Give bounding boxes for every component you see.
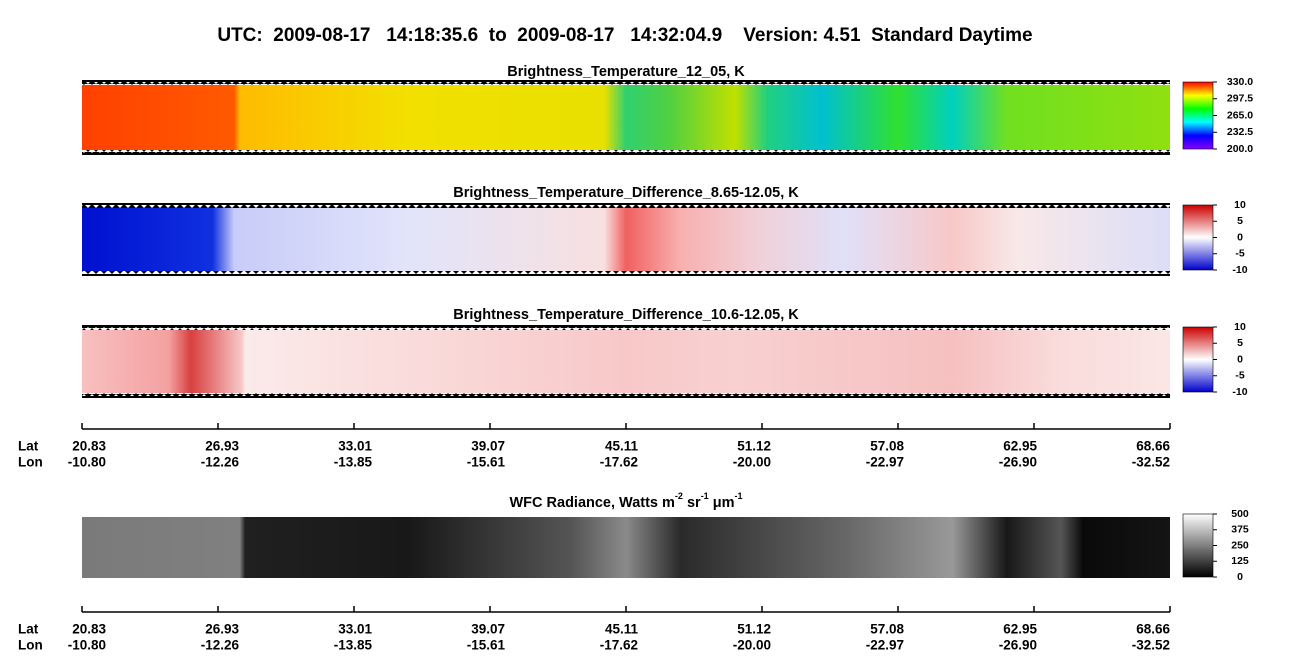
lat-label: 26.93 [205,439,239,454]
title-part: WFC Radiance, Watts m [509,495,674,511]
strip-edge [82,204,1170,208]
lat-label: 20.83 [72,439,106,454]
panel-title: Brightness_Temperature_12_05, K [507,64,745,80]
colorbar [1182,204,1214,271]
colorbar-tick-label: 330.0 [1227,76,1253,88]
lat-label: 45.11 [605,439,639,454]
colorbar [1182,81,1214,150]
lon-label: -10.80 [68,638,106,653]
lat-label: 20.83 [72,622,106,637]
page-title: UTC: 2009-08-17 14:18:35.6 to 2009-08-17… [217,25,1032,46]
lon-label: -20.00 [733,455,771,470]
lat-label: 45.11 [605,622,639,637]
title-part: -1 [701,491,709,501]
lon-label: -10.80 [68,455,106,470]
colorbar-tick-label: 375 [1231,524,1249,536]
lon-label: -26.90 [999,638,1037,653]
lon-label: -15.61 [467,638,506,653]
colorbar-tick-label: 0 [1237,571,1243,583]
image-strip [82,517,1170,578]
colorbar-tick-label: -5 [1235,370,1244,382]
panel-title: Brightness_Temperature_Difference_10.6-1… [453,307,799,323]
lon-label: -26.90 [999,455,1037,470]
colorbar-tick-label: 125 [1231,555,1249,567]
panel-title: WFC Radiance, Watts m-2 sr-1 μm-1 [509,491,742,510]
lat-label: 68.66 [1136,439,1170,454]
colorbar-tick-label: 250 [1231,539,1249,551]
lon-label: -22.97 [866,455,904,470]
lat-label: 68.66 [1136,622,1170,637]
colorbar-tick-label: 0 [1237,231,1243,243]
lon-label: -17.62 [600,638,638,653]
lat-label: 39.07 [471,622,505,637]
title-part: sr [683,495,701,511]
colorbar-tick-label: -5 [1235,248,1244,260]
image-strip [82,85,1170,150]
title-part: -1 [735,491,743,501]
lat-label: 33.01 [338,439,372,454]
colorbar-tick-label: 10 [1234,199,1246,211]
lat-label: 26.93 [205,622,239,637]
lon-label: -12.26 [201,455,240,470]
lat-label: 51.12 [737,622,771,637]
lat-label: 57.08 [870,622,904,637]
colorbar-tick-label: -10 [1232,386,1247,398]
colorbar [1182,513,1214,578]
lon-label: -13.85 [334,455,373,470]
colorbar-tick-label: -10 [1232,264,1247,276]
lon-label: -32.52 [1132,455,1170,470]
colorbar-tick-label: 10 [1234,321,1246,333]
image-strip [82,330,1170,393]
image-strip [82,208,1170,271]
lat-label: 39.07 [471,439,505,454]
strip-edge [82,326,1170,330]
lon-label: -32.52 [1132,638,1170,653]
axis-row-label: Lat [18,622,39,637]
axis-row-label: Lat [18,439,39,454]
axis-row-label: Lon [18,455,43,470]
lon-label: -22.97 [866,638,904,653]
lat-label: 62.95 [1003,622,1037,637]
colorbar-tick-label: 232.5 [1227,126,1253,138]
lat-label: 33.01 [338,622,372,637]
lon-label: -12.26 [201,638,240,653]
colorbar-tick-label: 500 [1231,508,1249,520]
panel-title: Brightness_Temperature_Difference_8.65-1… [453,185,799,201]
strip-edge [82,393,1170,397]
lat-label: 57.08 [870,439,904,454]
axis-row-label: Lon [18,638,43,653]
colorbar-tick-label: 200.0 [1227,143,1253,155]
strip-edge [82,271,1170,275]
lon-label: -13.85 [334,638,373,653]
lon-label: -20.00 [733,638,771,653]
colorbar-tick-label: 5 [1237,215,1243,227]
lon-label: -17.62 [600,455,638,470]
lat-label: 51.12 [737,439,771,454]
colorbar-tick-label: 297.5 [1227,93,1253,105]
lon-label: -15.61 [467,455,506,470]
title-part: μm [709,495,735,511]
colorbar-tick-label: 265.0 [1227,109,1253,121]
title-part: -2 [675,491,683,501]
colorbar-tick-label: 0 [1237,353,1243,365]
colorbar-tick-label: 5 [1237,337,1243,349]
colorbar [1182,326,1214,393]
strip-edge [82,150,1170,154]
strip-edge [82,81,1170,85]
lat-label: 62.95 [1003,439,1037,454]
